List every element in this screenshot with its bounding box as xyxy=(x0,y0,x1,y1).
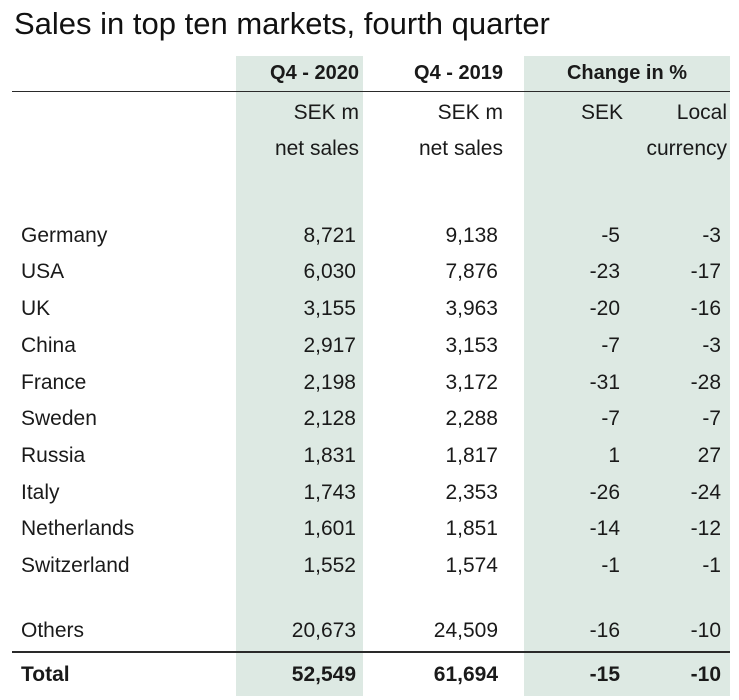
table-title: Sales in top ten markets, fourth quarter xyxy=(14,6,550,41)
subheader-q4-2020-unit: SEK m xyxy=(293,101,359,124)
change-sek-value: -5 xyxy=(601,224,620,247)
q4-2019-value: 2,288 xyxy=(445,407,498,430)
q4-2019-value: 24,509 xyxy=(433,619,498,642)
q4-2020-value: 1,601 xyxy=(303,517,356,540)
change-sek-value: -31 xyxy=(589,371,620,394)
q4-2020-value: 20,673 xyxy=(291,619,356,642)
change-local-value: -3 xyxy=(702,334,721,357)
q4-2019-value: 1,851 xyxy=(445,517,498,540)
header-divider xyxy=(12,91,730,92)
market-label: Germany xyxy=(21,224,108,247)
q4-2019-value: 3,153 xyxy=(445,334,498,357)
q4-2020-value: 2,917 xyxy=(303,334,356,357)
column-highlight-change xyxy=(524,56,730,696)
change-sek-value: -20 xyxy=(589,297,620,320)
total-change-sek-value: -15 xyxy=(589,663,620,686)
change-local-value: -1 xyxy=(702,554,721,577)
market-label: China xyxy=(21,334,76,357)
market-label: Others xyxy=(21,619,85,642)
header-change-percent: Change in % xyxy=(566,62,687,84)
q4-2019-value: 3,172 xyxy=(445,371,498,394)
change-local-value: -12 xyxy=(690,517,721,540)
column-highlight-q4-2020 xyxy=(236,56,363,696)
market-label: France xyxy=(21,371,87,394)
subheader-q4-2020-metric: net sales xyxy=(274,137,359,160)
market-label: UK xyxy=(21,297,51,320)
q4-2020-value: 6,030 xyxy=(303,260,356,283)
change-local-value: -3 xyxy=(702,224,721,247)
change-local-value: -28 xyxy=(690,371,721,394)
q4-2020-value: 3,155 xyxy=(303,297,356,320)
change-sek-value: 1 xyxy=(608,444,620,467)
q4-2020-value: 8,721 xyxy=(303,224,356,247)
change-sek-value: -7 xyxy=(601,407,620,430)
market-label: Netherlands xyxy=(21,517,135,540)
q4-2020-value: 1,552 xyxy=(303,554,356,577)
change-sek-value: -7 xyxy=(601,334,620,357)
change-local-value: -7 xyxy=(702,407,721,430)
change-local-value: -17 xyxy=(690,260,721,283)
subheader-local-line1: Local xyxy=(676,101,727,124)
header-q4-2019: Q4 - 2019 xyxy=(414,62,503,84)
q4-2019-value: 1,574 xyxy=(445,554,498,577)
change-local-value: 27 xyxy=(697,444,721,467)
q4-2019-value: 9,138 xyxy=(445,224,498,247)
q4-2019-value: 2,353 xyxy=(445,481,498,504)
change-local-value: -24 xyxy=(690,481,721,504)
total-divider xyxy=(12,651,730,653)
subheader-q4-2019-metric: net sales xyxy=(418,137,503,160)
q4-2020-value: 1,831 xyxy=(303,444,356,467)
q4-2020-value: 1,743 xyxy=(303,481,356,504)
q4-2019-value: 3,963 xyxy=(445,297,498,320)
subheader-sek: SEK xyxy=(580,101,623,124)
change-sek-value: -1 xyxy=(601,554,620,577)
q4-2020-value: 2,198 xyxy=(303,371,356,394)
change-local-value: -10 xyxy=(690,619,721,642)
change-local-value: -16 xyxy=(690,297,721,320)
market-label: Italy xyxy=(21,481,60,504)
header-q4-2020: Q4 - 2020 xyxy=(270,62,359,84)
market-label: Switzerland xyxy=(21,554,130,577)
q4-2019-value: 1,817 xyxy=(445,444,498,467)
market-label: Russia xyxy=(21,444,86,467)
total-q4-2019-value: 61,694 xyxy=(433,663,498,686)
market-label: Sweden xyxy=(21,407,97,430)
change-sek-value: -16 xyxy=(589,619,620,642)
q4-2020-value: 2,128 xyxy=(303,407,356,430)
q4-2019-value: 7,876 xyxy=(445,260,498,283)
change-sek-value: -14 xyxy=(589,517,620,540)
subheader-local-line2: currency xyxy=(646,137,727,160)
total-q4-2020-value: 52,549 xyxy=(291,663,356,686)
total-change-local-value: -10 xyxy=(690,663,721,686)
market-label: USA xyxy=(21,260,65,283)
total-label: Total xyxy=(21,663,70,686)
change-sek-value: -23 xyxy=(589,260,620,283)
subheader-q4-2019-unit: SEK m xyxy=(437,101,503,124)
change-sek-value: -26 xyxy=(589,481,620,504)
